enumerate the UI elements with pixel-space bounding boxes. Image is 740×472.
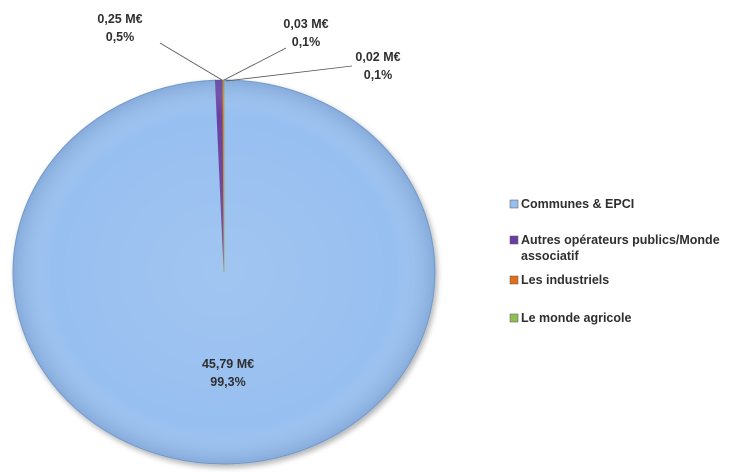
data-label-communes-epci: 45,79 M€ 99,3% [202, 357, 254, 389]
legend-item-communes-epci: Communes & EPCI [521, 197, 634, 211]
leader-line-autres-operateurs-publics-monde-associatif [159, 42, 223, 81]
pie-slices [12, 79, 436, 465]
legend-swatch-autres-operateurs-publics-monde-associatif [509, 235, 519, 245]
legend-item-les-industriels: Les industriels [521, 273, 609, 287]
data-label-les-industriels: 0,03 M€ 0,1% [283, 17, 328, 49]
leader-lines [159, 42, 353, 82]
legend-swatch-les-industriels [509, 275, 519, 285]
data-label-communes-epci-value: 45,79 M€ [202, 357, 254, 371]
data-label-le-monde-agricole-percent: 0,1% [364, 68, 393, 82]
data-label-les-industriels-percent: 0,1% [292, 35, 321, 49]
data-labels: 45,79 M€ 99,3%0,25 M€ 0,5%0,03 M€ 0,1%0,02 … [97, 12, 400, 389]
data-label-autres-operateurs-publics-monde-associatif-percent: 0,5% [106, 30, 135, 44]
data-label-autres-operateurs-publics-monde-associatif-value: 0,25 M€ [97, 12, 142, 26]
legend-item-le-monde-agricole: Le monde agricole [521, 311, 631, 325]
data-label-les-industriels-value: 0,03 M€ [283, 17, 328, 31]
legend-item-autres-operateurs-publics-monde-associatif: Autres opérateurs publics/Monde associati… [521, 233, 720, 263]
data-label-le-monde-agricole: 0,02 M€ 0,1% [355, 50, 400, 82]
legend-swatch-le-monde-agricole [509, 313, 519, 323]
legend-swatch-communes-epci [509, 199, 519, 209]
data-label-autres-operateurs-publics-monde-associatif: 0,25 M€ 0,5% [97, 12, 142, 44]
leader-line-les-industriels [223, 47, 287, 81]
legend: Communes & EPCI Autres opérateurs publics… [509, 197, 720, 325]
data-label-communes-epci-percent: 99,3% [210, 375, 245, 389]
leader-line-le-monde-agricole [225, 65, 353, 82]
data-label-le-monde-agricole-value: 0,02 M€ [355, 50, 400, 64]
